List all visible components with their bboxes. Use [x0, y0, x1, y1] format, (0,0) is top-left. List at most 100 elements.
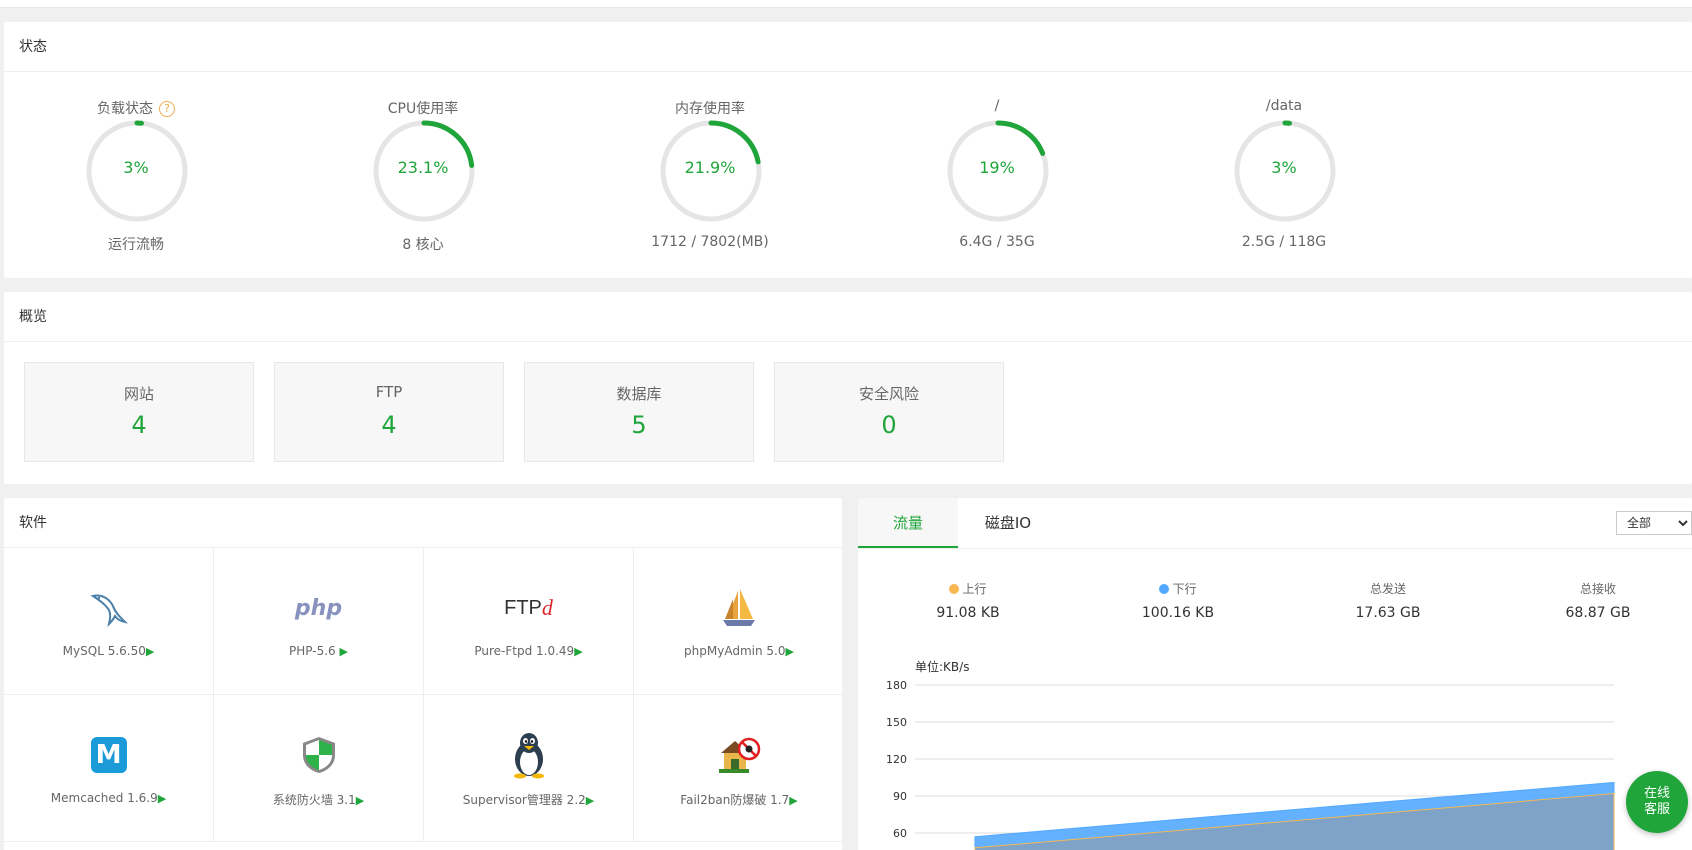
gauge-ring	[947, 120, 1049, 222]
traffic-panel: 流量 磁盘IO 全部 上行 91.08 KB 下行 100.16 KB 总发送 …	[858, 498, 1692, 850]
software-item-mysql-label: MySQL 5.6.50	[62, 644, 146, 658]
fail2ban-icon	[634, 733, 844, 777]
overview-security-risk-label: 安全风险	[858, 385, 919, 403]
gauge-value: 19%	[979, 158, 1015, 177]
y-tick-label: 150	[886, 716, 907, 729]
stat-download-label: 下行	[1172, 582, 1197, 596]
overview-security-risk[interactable]: 安全风险 0	[774, 362, 1004, 462]
traffic-chart: 180 150 120 90 60	[886, 679, 1615, 850]
range-select[interactable]: 全部	[1616, 511, 1692, 535]
traffic-tabs: 流量 磁盘IO	[858, 498, 1058, 548]
ftpd-logo-d: d	[541, 595, 553, 620]
gauge-label: 负载状态	[97, 101, 153, 117]
play-arrow-icon: ▶	[339, 645, 348, 658]
software-item-memcached-label: Memcached 1.6.9	[50, 791, 158, 805]
software-item-fail2ban[interactable]: Fail2ban防爆破 1.7▶	[634, 695, 844, 842]
php-icon: php	[214, 586, 423, 630]
ftpd-icon: FTP d	[424, 586, 633, 630]
stat-download: 下行 100.16 KB	[1078, 580, 1278, 621]
online-service-label: 在线 客服	[1643, 786, 1670, 817]
y-tick-label: 180	[886, 679, 907, 692]
y-tick-label: 120	[886, 753, 907, 766]
gauge-label: CPU使用率	[387, 101, 459, 117]
gauge-1: CPU使用率 23.1% 8 核心	[333, 72, 513, 272]
software-item-pureftpd-label: Pure-Ftpd 1.0.49	[474, 644, 575, 658]
status-panel: 状态 负载状态? 3% 运行流畅 CPU使用率 23.1% 8 核心 内存使用率 21.9% 1…	[4, 22, 1692, 278]
online-service-button[interactable]: 在线 客服	[1626, 771, 1688, 833]
gauge-subtext: 2.5G / 118G	[1241, 234, 1327, 250]
tab-disk-io[interactable]: 磁盘IO	[984, 514, 1032, 532]
series-area-1	[974, 792, 1615, 850]
tab-traffic[interactable]: 流量	[858, 498, 958, 548]
php-logo-text: php	[294, 595, 343, 621]
software-item-firewall[interactable]: 系统防火墙 3.1▶	[214, 695, 424, 842]
software-item-php-label: PHP-5.6	[289, 644, 336, 658]
upload-dot-icon	[949, 584, 960, 594]
gauge-progress-arc	[947, 120, 1049, 222]
gauge-progress-arc	[660, 120, 762, 222]
overview-ftp-label: FTP	[375, 383, 403, 401]
download-dot-icon	[1159, 584, 1170, 594]
overview-panel: 概览 网站 4 FTP 4 数据库 5 安全风险 0	[4, 292, 1692, 484]
y-tick-label: 60	[893, 827, 907, 840]
overview-security-risk-count: 0	[881, 411, 897, 439]
gauge-subtext: 1712 / 7802(MB)	[651, 234, 769, 250]
gauge-2: 内存使用率 21.9% 1712 / 7802(MB)	[620, 72, 800, 272]
gauge-subtext: 6.4G / 35G	[959, 234, 1035, 250]
gauge-4: /data 3% 2.5G / 118G	[1194, 72, 1374, 272]
software-item-phpmyadmin-label: phpMyAdmin 5.0	[684, 644, 786, 658]
memcached-logo-m: M	[90, 737, 127, 773]
gauge-ring	[1234, 120, 1336, 222]
software-item-firewall-label: 系统防火墙 3.1	[272, 793, 356, 807]
play-arrow-icon: ▶	[789, 794, 798, 807]
overview-websites[interactable]: 网站 4	[24, 362, 254, 462]
software-item-mysql[interactable]: MySQL 5.6.50▶	[4, 548, 214, 695]
play-arrow-icon: ▶	[157, 792, 167, 805]
gauge-ring	[86, 120, 188, 222]
divider	[858, 548, 1692, 549]
gauge-progress-arc	[1234, 120, 1336, 222]
play-arrow-icon: ▶	[145, 645, 155, 658]
stat-total-received: 总接收 68.87 GB	[1498, 580, 1692, 621]
software-item-supervisor[interactable]: Supervisor管理器 2.2▶	[424, 695, 634, 842]
gauge-label: 内存使用率	[675, 101, 745, 117]
software-item-phpmyadmin[interactable]: phpMyAdmin 5.0▶	[634, 548, 844, 695]
overview-ftp-count: 4	[381, 411, 397, 439]
software-title: 软件	[4, 498, 842, 548]
help-question-icon[interactable]: ?	[159, 101, 175, 117]
gauge-ring	[660, 120, 762, 222]
play-arrow-icon: ▶	[585, 794, 595, 807]
play-arrow-icon: ▶	[355, 794, 365, 807]
gauge-label: /	[994, 98, 1000, 114]
gauge-progress-arc	[373, 120, 475, 222]
mysql-dolphin-icon	[4, 586, 213, 630]
stat-upload-value: 91.08 KB	[936, 605, 1000, 621]
software-item-pureftpd[interactable]: FTP d Pure-Ftpd 1.0.49▶	[424, 548, 634, 695]
gauge-value: 3%	[1271, 158, 1297, 177]
play-arrow-icon: ▶	[574, 645, 583, 658]
software-item-supervisor-label: Supervisor管理器 2.2	[462, 793, 586, 807]
stat-upload: 上行 91.08 KB	[868, 580, 1068, 621]
linux-penguin-icon	[424, 733, 633, 779]
gauge-ring	[373, 120, 475, 222]
stat-total-sent-label: 总发送	[1369, 582, 1406, 596]
stat-total-sent-value: 17.63 GB	[1355, 605, 1421, 621]
overview-databases[interactable]: 数据库 5	[524, 362, 754, 462]
gauge-value: 21.9%	[684, 158, 736, 177]
software-panel: 软件 MySQL 5.6.50▶ php PHP-5.6 ▶ FTP d Pure…	[4, 498, 844, 850]
gauge-subtext: 8 核心	[402, 237, 444, 253]
ftpd-logo-text: FTP	[504, 596, 542, 619]
play-arrow-icon: ▶	[785, 645, 794, 658]
gauge-label: /data	[1265, 98, 1303, 114]
status-title: 状态	[4, 22, 1692, 72]
software-item-php[interactable]: php PHP-5.6 ▶	[214, 548, 424, 695]
overview-ftp[interactable]: FTP 4	[274, 362, 504, 462]
overview-databases-label: 数据库	[616, 385, 662, 403]
overview-websites-label: 网站	[123, 385, 154, 403]
overview-websites-count: 4	[131, 411, 147, 439]
gauge-value: 23.1%	[397, 158, 449, 177]
software-item-memcached[interactable]: M Memcached 1.6.9▶	[4, 695, 214, 842]
software-item-fail2ban-label: Fail2ban防爆破 1.7	[680, 793, 790, 807]
gauge-value: 3%	[123, 158, 149, 177]
overview-databases-count: 5	[631, 411, 647, 439]
